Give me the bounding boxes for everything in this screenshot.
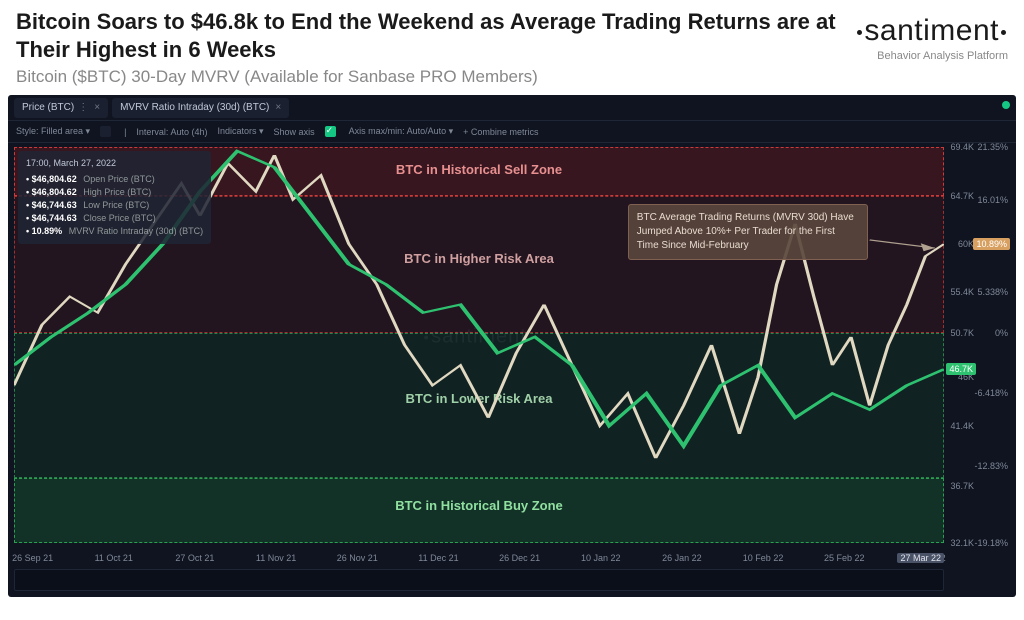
ytick-price: 32.1K	[950, 538, 974, 548]
ohlc-tooltip: 17:00, March 27, 2022 • $46,804.62 Open …	[18, 151, 211, 244]
close-icon[interactable]: ×	[275, 102, 281, 113]
combine-metrics-button[interactable]: + Combine metrics	[463, 127, 538, 137]
plot-area[interactable]: BTC in Historical Sell ZoneBTC in Higher…	[14, 143, 944, 547]
ytick-mvrv: 0%	[995, 328, 1008, 338]
ohlc-row: • $46,744.63 Low Price (BTC)	[26, 199, 203, 212]
xtick: 10 Jan 22	[581, 553, 621, 563]
xtick: 11 Dec 21	[418, 553, 458, 563]
indicators-button[interactable]: Indicators ▾	[217, 126, 263, 137]
x-current-badge: 27 Mar 22	[897, 553, 944, 563]
price-badge: 46.7K	[946, 363, 976, 375]
brand-logo: santiment	[855, 14, 1008, 48]
ohlc-timestamp: 17:00, March 27, 2022	[26, 157, 203, 170]
ohlc-row: • $46,804.62 Open Price (BTC)	[26, 173, 203, 186]
y-axis-mvrv: 21.35%16.01%5.338%0%-6.418%-12.83%-19.18…	[978, 143, 1010, 547]
ytick-price: 60K	[958, 239, 974, 249]
checkbox-show-axis[interactable]	[325, 126, 336, 137]
ytick-mvrv: 5.338%	[977, 287, 1008, 297]
xtick: 10 Feb 22	[743, 553, 784, 563]
ohlc-row: • 10.89% MVRV Ratio Intraday (30d) (BTC)	[26, 225, 203, 238]
ytick-mvrv: -19.18%	[974, 538, 1008, 548]
tab-bar: Price (BTC) ⋮× MVRV Ratio Intraday (30d)…	[8, 95, 1016, 121]
dropdown-icon[interactable]: ⋮	[78, 102, 88, 113]
chart-panel: Price (BTC) ⋮× MVRV Ratio Intraday (30d)…	[8, 95, 1016, 597]
ytick-mvrv: -6.418%	[974, 388, 1008, 398]
legend-dot-icon[interactable]	[1002, 101, 1010, 109]
interval-selector[interactable]: Interval: Auto (4h)	[136, 127, 207, 137]
checkbox-style[interactable]	[100, 126, 111, 137]
y-axis-price: 69.4K64.7K60K55.4K50.7K46K41.4K36.7K32.1…	[946, 143, 976, 547]
chevron-down-icon: ▾	[449, 126, 454, 136]
ytick-price: 50.7K	[950, 328, 974, 338]
ytick-mvrv: -12.83%	[974, 461, 1008, 471]
page-title: Bitcoin Soars to $46.8k to End the Weeke…	[16, 8, 855, 63]
tab-price[interactable]: Price (BTC) ⋮×	[14, 98, 108, 118]
brand-block: santiment Behavior Analysis Platform	[855, 8, 1008, 87]
ohlc-row: • $46,744.63 Close Price (BTC)	[26, 212, 203, 225]
ytick-price: 36.7K	[950, 481, 974, 491]
header: Bitcoin Soars to $46.8k to End the Weeke…	[0, 0, 1024, 91]
tab-mvrv[interactable]: MVRV Ratio Intraday (30d) (BTC)×	[112, 98, 289, 118]
chart-toolbar: Style: Filled area ▾ | Interval: Auto (4…	[8, 121, 1016, 143]
ytick-price: 41.4K	[950, 421, 974, 431]
xtick: 11 Oct 21	[95, 553, 133, 563]
xtick: 25 Feb 22	[824, 553, 865, 563]
xtick: 11 Nov 21	[256, 553, 296, 563]
xtick: 26 Jan 22	[662, 553, 702, 563]
brand-tagline: Behavior Analysis Platform	[855, 50, 1008, 62]
xtick: 26 Dec 21	[499, 553, 540, 563]
x-axis: 26 Sep 21 11 Oct 21 27 Oct 21 11 Nov 21 26 N…	[14, 551, 944, 567]
ytick-price: 55.4K	[950, 287, 974, 297]
style-selector[interactable]: Style: Filled area ▾	[16, 126, 90, 137]
close-icon[interactable]: ×	[94, 102, 100, 113]
chevron-down-icon: ▾	[86, 126, 91, 136]
mvrv-badge: 10.89%	[973, 238, 1010, 250]
chevron-down-icon: ▾	[259, 126, 264, 136]
xtick: 26 Sep 21	[12, 553, 53, 563]
ytick-price: 64.7K	[950, 191, 974, 201]
ohlc-row: • $46,804.62 High Price (BTC)	[26, 186, 203, 199]
show-axis-label: Show axis	[274, 127, 315, 137]
ytick-mvrv: 16.01%	[977, 195, 1008, 205]
axis-minmax-selector[interactable]: Axis max/min: Auto/Auto ▾	[349, 126, 454, 137]
ytick-mvrv: 21.35%	[977, 142, 1008, 152]
xtick: 26 Nov 21	[337, 553, 378, 563]
chart-callout: BTC Average Trading Returns (MVRV 30d) H…	[628, 204, 868, 260]
page-subtitle: Bitcoin ($BTC) 30-Day MVRV (Available fo…	[16, 67, 855, 87]
mini-overview[interactable]	[14, 569, 944, 591]
xtick: 27 Oct 21	[175, 553, 214, 563]
ytick-price: 69.4K	[950, 142, 974, 152]
